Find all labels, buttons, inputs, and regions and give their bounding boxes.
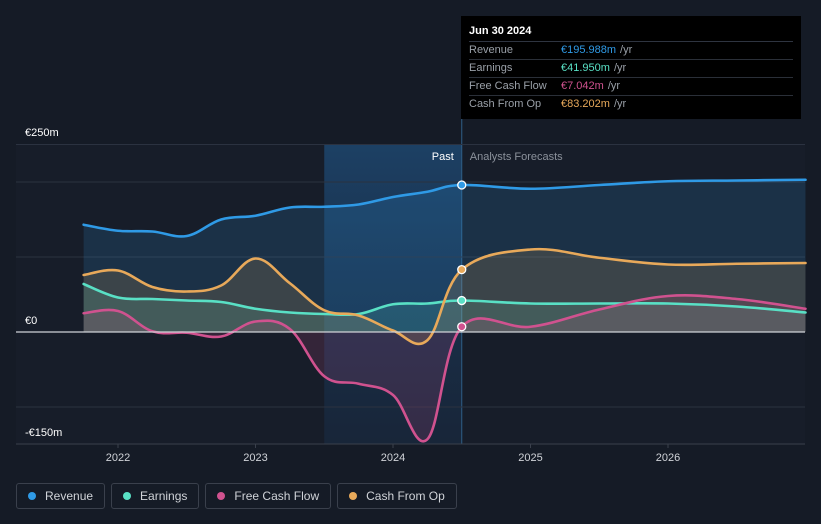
tooltip-row-cash-from-op: Cash From Op €83.202m /yr	[469, 96, 793, 113]
legend-item-earnings[interactable]: Earnings	[111, 483, 200, 509]
legend-dot-icon	[28, 492, 36, 500]
x-tick-label: 2026	[656, 452, 680, 464]
legend-item-free-cash-flow[interactable]: Free Cash Flow	[205, 483, 332, 509]
tooltip-label: Free Cash Flow	[469, 80, 547, 92]
forecast-label: Analysts Forecasts	[470, 151, 563, 163]
legend-item-revenue[interactable]: Revenue	[16, 483, 106, 509]
line-cash-from-op	[82, 247, 807, 346]
legend-dot-icon	[123, 492, 132, 500]
legend-dot-icon	[217, 492, 226, 500]
x-tick-label: 2024	[381, 452, 405, 464]
legend-dot-icon	[349, 492, 358, 500]
line-earnings	[82, 282, 807, 317]
legend-label: Earnings	[140, 489, 188, 503]
area-revenue	[83, 179, 806, 332]
tooltip-value: €83.202m	[561, 98, 610, 110]
tooltip-unit: /yr	[607, 80, 621, 92]
past-label: Past	[432, 151, 454, 163]
line-free-cash-flow	[82, 294, 807, 443]
tooltip-unit: /yr	[613, 62, 627, 74]
y-tick-label: -€150m	[25, 427, 62, 439]
tooltip-unit: /yr	[620, 44, 633, 56]
marker-free-cash-flow	[457, 322, 467, 332]
tooltip-row-earnings: Earnings €41.950m /yr	[469, 60, 793, 78]
legend-label: Free Cash Flow	[234, 489, 320, 503]
tooltip-row-revenue: Revenue €195.988m /yr	[469, 42, 793, 60]
tooltip-label: Cash From Op	[469, 98, 542, 110]
tooltip-row-free-cash-flow: Free Cash Flow €7.042m /yr	[469, 78, 793, 96]
legend-item-cash-from-op[interactable]: Cash From Op	[337, 483, 457, 509]
marker-revenue	[457, 180, 467, 190]
legend-label: Revenue	[45, 489, 94, 503]
tooltip-value: €7.042m	[561, 80, 604, 92]
tooltip-value: €41.950m	[561, 62, 610, 74]
x-tick-label: 2025	[518, 452, 542, 464]
tooltip-value: €195.988m	[561, 44, 617, 56]
chart-legend: Revenue Earnings Free Cash Flow Cash Fro…	[16, 483, 457, 509]
x-tick-label: 2023	[243, 452, 267, 464]
tooltip-label: Revenue	[469, 44, 514, 56]
data-tooltip: Jun 30 2024 Revenue €195.988m /yr Earnin…	[461, 16, 801, 119]
tooltip-label: Earnings	[469, 62, 513, 74]
tooltip-date: Jun 30 2024	[469, 24, 793, 42]
y-tick-label: €250m	[25, 127, 59, 139]
x-tick-label: 2022	[106, 452, 130, 464]
line-revenue	[82, 178, 807, 238]
y-tick-label: €0	[25, 315, 37, 327]
tooltip-unit: /yr	[613, 98, 627, 110]
marker-earnings	[457, 295, 467, 306]
legend-label: Cash From Op	[366, 489, 445, 503]
marker-cash-from-op	[457, 264, 467, 275]
